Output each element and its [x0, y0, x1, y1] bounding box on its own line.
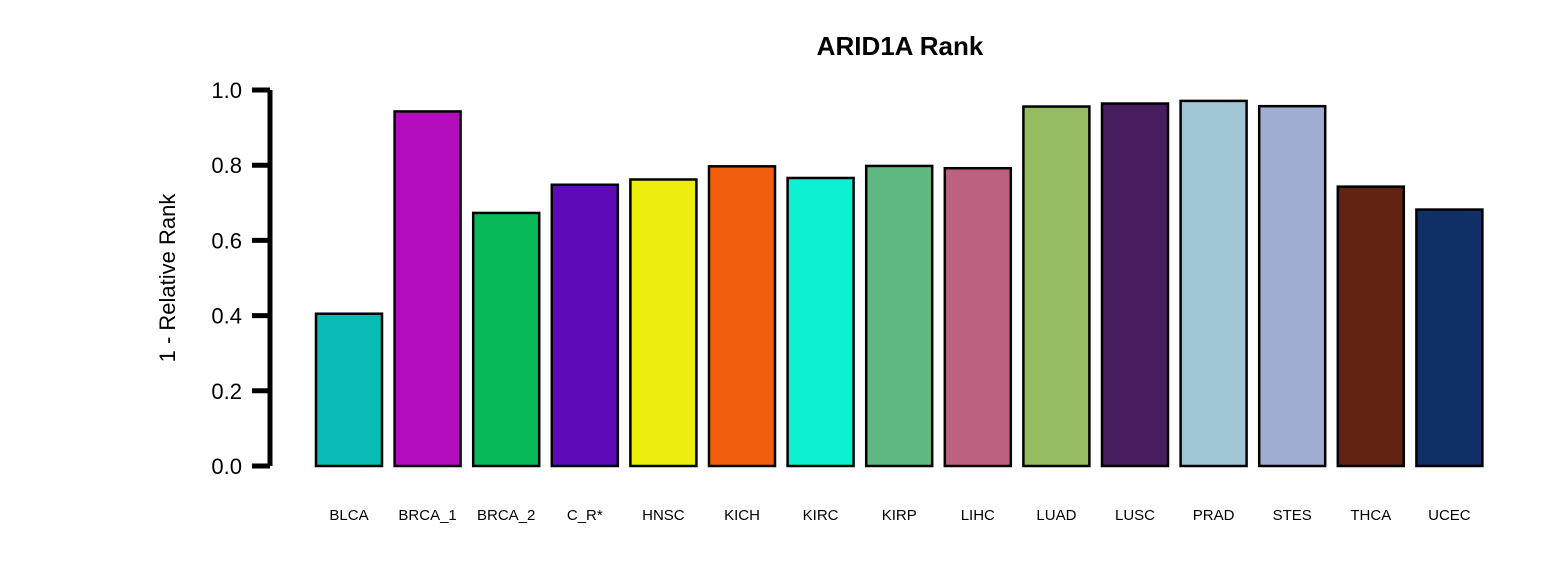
y-tick-label: 0.0 [211, 454, 242, 479]
bar-luad [1022, 105, 1091, 468]
x-tick-label: LIHC [961, 507, 995, 524]
x-tick-label: LUAD [1036, 507, 1076, 524]
x-axis-tick-labels: BLCA BRCA_1 BRCA_2 C_R* HNSC KICH KIRC KIRP LIHC… [329, 507, 1470, 524]
bar-blca [314, 312, 384, 468]
bar-kirc [786, 176, 855, 468]
bars [314, 99, 1484, 468]
y-tick-label: 0.8 [211, 153, 242, 178]
x-tick-label: KIRC [803, 507, 839, 524]
x-tick-label: LUSC [1115, 507, 1155, 524]
y-tick-label: 0.6 [211, 228, 242, 253]
x-tick-label: STES [1273, 507, 1312, 524]
x-tick-label: THCA [1350, 507, 1391, 524]
bar-lusc [1100, 102, 1170, 468]
bar-lihc [943, 166, 1013, 468]
y-axis-ticks: 0.0 0.2 0.4 0.6 0.8 1.0 [211, 78, 270, 479]
x-tick-label: UCEC [1428, 507, 1471, 524]
x-tick-label: KICH [724, 507, 760, 524]
bar-c-r [550, 183, 620, 468]
y-tick-label: 1.0 [211, 78, 242, 103]
x-tick-label: PRAD [1193, 507, 1235, 524]
bar-thca [1336, 185, 1406, 468]
bar-stes [1257, 104, 1327, 468]
chart-title: ARID1A Rank [817, 31, 984, 61]
x-tick-label: BRCA_2 [477, 507, 535, 524]
bar-kirp [864, 164, 934, 468]
x-tick-label: HNSC [642, 507, 685, 524]
x-tick-label: C_R* [567, 507, 603, 524]
bar-brca-1 [393, 110, 462, 468]
bar-prad [1179, 99, 1248, 468]
bar-hnsc [629, 178, 698, 468]
x-tick-label: BLCA [329, 507, 368, 524]
bar-kich [707, 165, 777, 468]
x-tick-label: KIRP [882, 507, 917, 524]
bar-brca-2 [471, 211, 541, 468]
x-tick-label: BRCA_1 [398, 507, 456, 524]
bar-ucec [1415, 208, 1484, 468]
y-axis-label: 1 - Relative Rank [155, 193, 180, 363]
y-tick-label: 0.2 [211, 379, 242, 404]
y-tick-label: 0.4 [211, 304, 242, 329]
